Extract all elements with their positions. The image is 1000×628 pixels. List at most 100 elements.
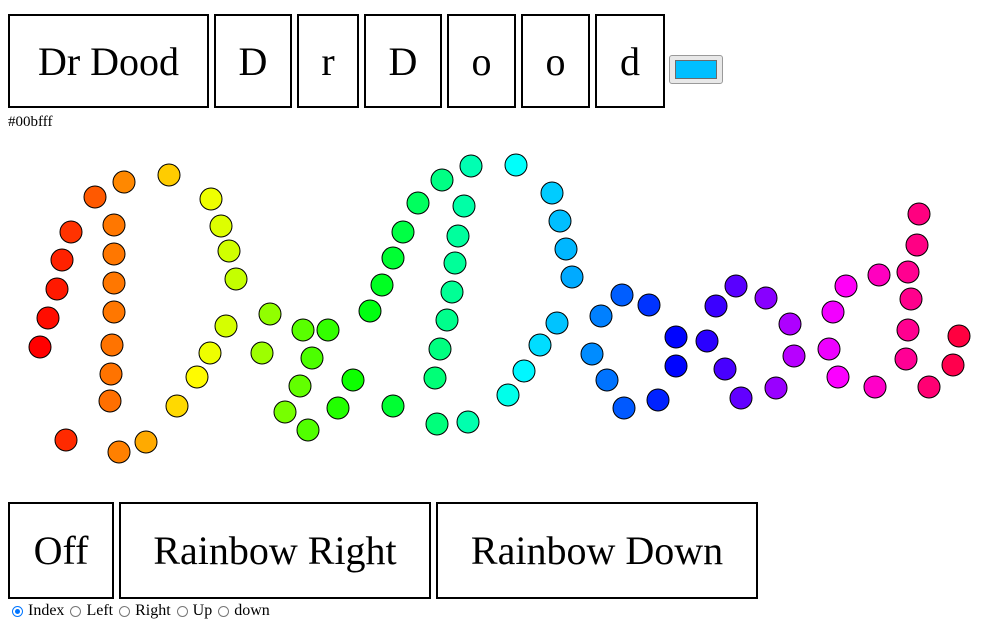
light-dot[interactable]: [545, 311, 569, 335]
letter-o-button[interactable]: o: [447, 14, 516, 108]
light-dot[interactable]: [296, 418, 320, 442]
rainbow-down-button[interactable]: Rainbow Down: [436, 502, 758, 599]
light-dot[interactable]: [28, 335, 52, 359]
light-dot[interactable]: [782, 344, 806, 368]
light-dot[interactable]: [198, 341, 222, 365]
light-dot[interactable]: [326, 396, 350, 420]
light-dot[interactable]: [459, 154, 483, 178]
light-dot[interactable]: [112, 170, 136, 194]
light-dot[interactable]: [496, 383, 520, 407]
light-dot[interactable]: [83, 185, 107, 209]
light-dot[interactable]: [291, 318, 315, 342]
letter-r-button[interactable]: r: [297, 14, 359, 108]
light-dot[interactable]: [59, 220, 83, 244]
light-dot[interactable]: [391, 220, 415, 244]
letter-d-button[interactable]: D: [214, 14, 292, 108]
light-dot[interactable]: [595, 368, 619, 392]
light-dot[interactable]: [288, 374, 312, 398]
light-dot[interactable]: [834, 274, 858, 298]
light-dot[interactable]: [905, 233, 929, 257]
light-dot[interactable]: [165, 394, 189, 418]
light-dot[interactable]: [102, 300, 126, 324]
light-dot[interactable]: [381, 394, 405, 418]
light-dot[interactable]: [102, 271, 126, 295]
light-dot[interactable]: [724, 274, 748, 298]
light-dot[interactable]: [896, 318, 920, 342]
light-dot[interactable]: [45, 277, 69, 301]
light-dot[interactable]: [528, 333, 552, 357]
light-dot[interactable]: [646, 388, 670, 412]
light-dot[interactable]: [941, 353, 965, 377]
light-dot[interactable]: [894, 347, 918, 371]
letter-d2-button[interactable]: D: [364, 14, 442, 108]
light-dot[interactable]: [907, 202, 931, 226]
radio-up[interactable]: Up: [176, 602, 212, 620]
light-dot[interactable]: [446, 224, 470, 248]
dr-dood-button[interactable]: Dr Dood: [8, 14, 209, 108]
light-dot[interactable]: [664, 354, 688, 378]
light-dot[interactable]: [300, 346, 324, 370]
light-dot[interactable]: [273, 400, 297, 424]
light-dot[interactable]: [548, 209, 572, 233]
light-dot[interactable]: [214, 314, 238, 338]
rainbow-right-button[interactable]: Rainbow Right: [119, 502, 431, 599]
radio-button-icon[interactable]: [218, 605, 230, 617]
light-dot[interactable]: [947, 324, 971, 348]
light-dot[interactable]: [185, 365, 209, 389]
light-dot[interactable]: [440, 280, 464, 304]
light-dot[interactable]: [157, 163, 181, 187]
light-dot[interactable]: [456, 410, 480, 434]
light-dot[interactable]: [134, 430, 158, 454]
light-dot[interactable]: [107, 440, 131, 464]
light-dot[interactable]: [867, 263, 891, 287]
light-dot[interactable]: [316, 318, 340, 342]
off-button[interactable]: Off: [8, 502, 114, 599]
radio-down[interactable]: down: [218, 602, 270, 620]
light-dot[interactable]: [98, 389, 122, 413]
letter-d3-button[interactable]: d: [595, 14, 665, 108]
light-dot[interactable]: [217, 239, 241, 263]
light-dot[interactable]: [764, 376, 788, 400]
light-dot[interactable]: [50, 248, 74, 272]
light-dot[interactable]: [425, 412, 449, 436]
light-dot[interactable]: [704, 294, 728, 318]
light-dot[interactable]: [863, 375, 887, 399]
light-dot[interactable]: [224, 267, 248, 291]
light-dot[interactable]: [358, 299, 382, 323]
light-dot[interactable]: [713, 357, 737, 381]
dot-canvas[interactable]: [0, 140, 1000, 480]
color-picker[interactable]: [669, 55, 723, 84]
light-dot[interactable]: [209, 214, 233, 238]
light-dot[interactable]: [428, 337, 452, 361]
light-dot[interactable]: [695, 329, 719, 353]
light-dot[interactable]: [729, 386, 753, 410]
radio-button-icon[interactable]: [70, 605, 82, 617]
light-dot[interactable]: [423, 366, 447, 390]
radio-button-icon[interactable]: [119, 605, 131, 617]
light-dot[interactable]: [199, 187, 223, 211]
light-dot[interactable]: [370, 273, 394, 297]
radio-index[interactable]: Index: [12, 602, 64, 620]
radio-left[interactable]: Left: [70, 602, 113, 620]
light-dot[interactable]: [54, 428, 78, 452]
light-dot[interactable]: [612, 396, 636, 420]
radio-button-icon[interactable]: [12, 605, 23, 617]
light-dot[interactable]: [102, 213, 126, 237]
light-dot[interactable]: [250, 341, 274, 365]
light-dot[interactable]: [540, 181, 564, 205]
light-dot[interactable]: [381, 246, 405, 270]
light-dot[interactable]: [430, 168, 454, 192]
light-dot[interactable]: [341, 368, 365, 392]
light-dot[interactable]: [896, 260, 920, 284]
light-dot[interactable]: [452, 194, 476, 218]
letter-o2-button[interactable]: o: [521, 14, 590, 108]
light-dot[interactable]: [778, 312, 802, 336]
radio-right[interactable]: Right: [119, 602, 171, 620]
light-dot[interactable]: [100, 333, 124, 357]
light-dot[interactable]: [406, 191, 430, 215]
light-dot[interactable]: [589, 304, 613, 328]
light-dot[interactable]: [754, 286, 778, 310]
light-dot[interactable]: [610, 283, 634, 307]
light-dot[interactable]: [560, 265, 584, 289]
light-dot[interactable]: [899, 287, 923, 311]
